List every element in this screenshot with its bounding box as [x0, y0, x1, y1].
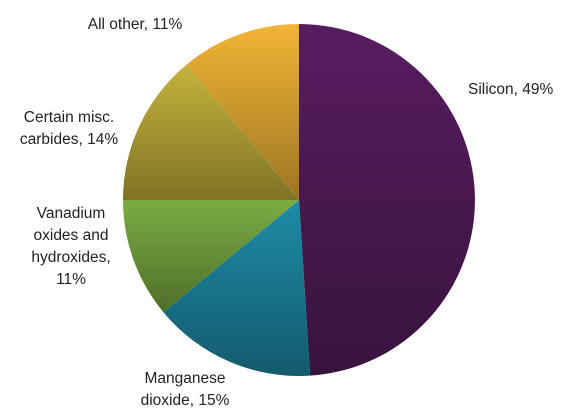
slice-label: Silicon, 49% — [468, 81, 554, 98]
slice-label-line: 11% — [56, 271, 86, 288]
slice-label: All other, 11% — [88, 16, 183, 33]
pie-slice-manganese-dioxide — [163, 200, 311, 376]
slice-label-line: Vanadium — [37, 205, 106, 222]
pie-slice-certain-misc-carbides — [123, 64, 299, 200]
slice-label-line: Certain misc. — [24, 109, 114, 126]
slice-label-line: All other, 11% — [88, 16, 183, 33]
pie-slice-silicon — [299, 24, 475, 376]
slice-labels: Silicon, 49% Manganese dioxide, 15% Vanadiu… — [20, 16, 554, 408]
slice-label: Certain misc. carbides, 14% — [20, 109, 118, 148]
pie-slice-all-other — [186, 23, 299, 200]
slice-label-line: dioxide, 15% — [141, 392, 230, 408]
slice-label: Vanadium oxides and hydroxides, 11% — [31, 205, 110, 288]
slice-label-line: Manganese — [144, 370, 225, 387]
pie-slice-vanadium-oxides-and-hydroxides — [123, 200, 299, 313]
pie-slices — [123, 23, 475, 376]
slice-label-line: hydroxides, — [31, 249, 110, 266]
slice-label-line: Silicon, 49% — [468, 81, 554, 98]
slice-label: Manganese dioxide, 15% — [141, 370, 230, 408]
slice-label-line: carbides, 14% — [20, 131, 118, 148]
slice-label-line: oxides and — [34, 227, 109, 244]
